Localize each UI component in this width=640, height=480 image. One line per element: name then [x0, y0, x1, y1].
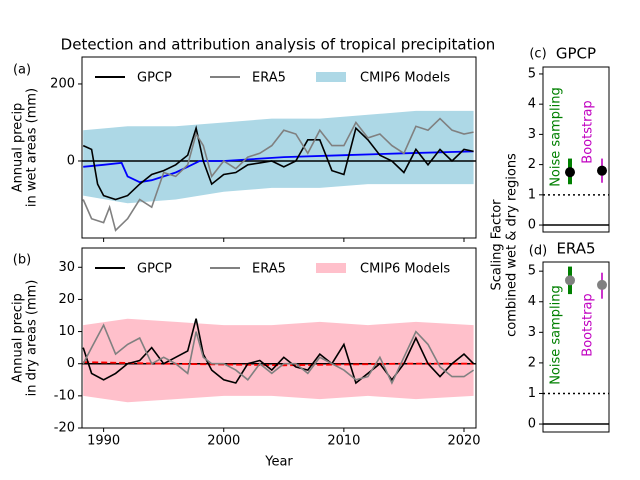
axes-frame: [542, 261, 610, 433]
y-axis-label: Scaling Factor: [490, 199, 505, 291]
axes-frame: [542, 66, 610, 233]
y-tick-label: 4: [528, 97, 536, 112]
x-tick-label: 1990: [87, 434, 120, 449]
y-axis-label: combined wet & dry regions: [505, 153, 520, 337]
panel-label: (d): [529, 244, 547, 259]
y-tick-label: 30: [58, 260, 75, 275]
method-label: Noise sampling: [549, 285, 564, 385]
panel-label: (c): [529, 47, 546, 62]
x-tick-label: 2000: [207, 434, 240, 449]
x-axis-label: Year: [264, 455, 293, 470]
y-tick-label: -20: [54, 421, 75, 436]
y-tick-label: 0: [528, 417, 536, 432]
y-tick-label: 0: [67, 153, 75, 168]
y-tick-label: 2: [528, 355, 536, 370]
method-label: Noise sampling: [549, 87, 564, 187]
y-tick-label: 4: [528, 294, 536, 309]
legend-label: GPCP: [137, 262, 172, 277]
y-axis-label: in dry areas (mm): [25, 280, 40, 397]
y-tick-label: 20: [58, 292, 75, 307]
plot-area: [82, 318, 476, 403]
y-tick-label: 0: [528, 218, 536, 233]
y-tick-label: 200: [50, 76, 75, 91]
y-tick-label: 2: [528, 157, 536, 172]
y-tick-label: 10: [58, 324, 75, 339]
y-axis-label: in wet areas (mm): [25, 88, 40, 207]
method-label: Bootstrap: [581, 100, 596, 163]
y-tick-label: 5: [528, 264, 536, 279]
y-tick-label: 3: [528, 325, 536, 340]
y-axis-label: Annual precip: [11, 103, 26, 193]
panel-title: ERA5: [556, 240, 595, 258]
series-line: [82, 318, 475, 385]
point: [597, 165, 607, 176]
y-tick-label: 3: [528, 127, 536, 142]
chart-title: Detection and attribution analysis of tr…: [61, 36, 496, 54]
legend-label: CMIP6 Models: [360, 71, 450, 86]
method-label: Bootstrap: [581, 293, 596, 356]
legend-label: ERA5: [252, 71, 286, 86]
y-tick-label: 1: [528, 187, 536, 202]
y-tick-label: 5: [528, 66, 536, 81]
model-band: [83, 318, 474, 403]
axes-frame: [81, 247, 477, 429]
x-tick-label: 2020: [447, 434, 480, 449]
legend-swatch: [316, 263, 346, 273]
legend-label: CMIP6 Models: [360, 262, 450, 277]
y-tick-label: 1: [528, 386, 536, 401]
y-tick-label: -10: [54, 388, 75, 403]
panel-title: GPCP: [556, 45, 596, 63]
legend-label: ERA5: [252, 262, 286, 277]
series-line: [82, 323, 475, 385]
point: [565, 275, 575, 286]
x-tick-label: 2010: [327, 434, 360, 449]
legend-swatch: [316, 72, 346, 82]
plot-area: [82, 110, 476, 232]
y-tick-label: 0: [67, 356, 75, 371]
axes-frame: [81, 56, 477, 239]
panel-label: (a): [13, 63, 31, 78]
legend-label: GPCP: [137, 71, 172, 86]
series-line: [82, 117, 474, 232]
panel-label: (b): [13, 253, 31, 268]
y-axis-label: Annual precip: [11, 293, 26, 383]
point: [597, 279, 607, 290]
series-line: [82, 125, 474, 201]
point: [565, 167, 575, 178]
